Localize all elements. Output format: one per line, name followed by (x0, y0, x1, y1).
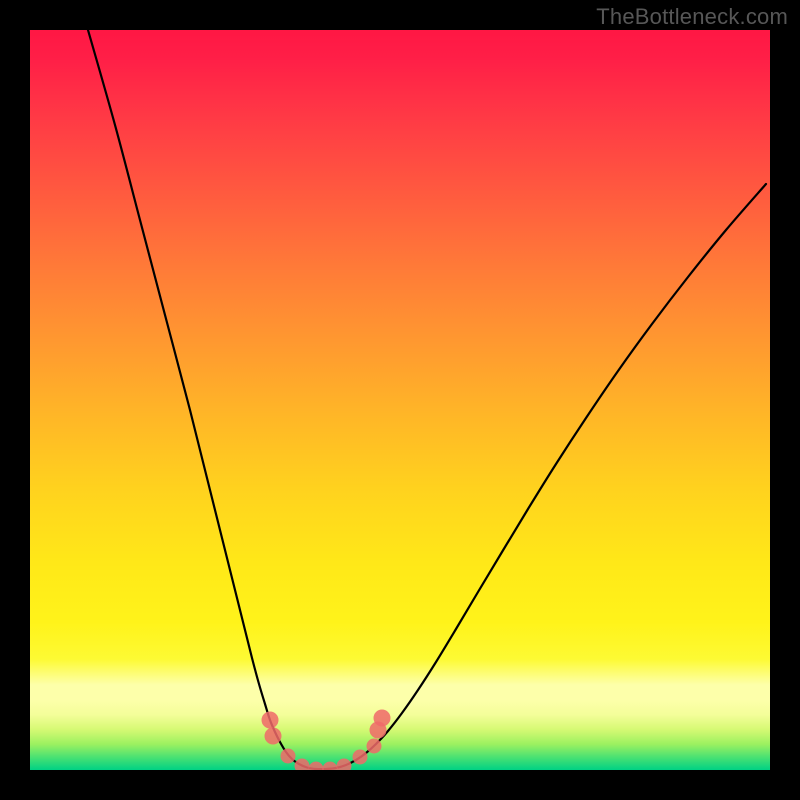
bottleneck-curve (88, 30, 766, 769)
plot-area (30, 30, 770, 770)
curve-marker (353, 750, 367, 764)
curve-markers (262, 710, 390, 770)
curve-marker (295, 759, 309, 770)
curve-marker (262, 712, 278, 728)
curve-marker (281, 749, 295, 763)
watermark-text: TheBottleneck.com (596, 4, 788, 30)
curve-marker (323, 762, 337, 770)
curve-marker (309, 762, 323, 770)
curve-marker (337, 759, 351, 770)
curve-layer (30, 30, 770, 770)
curve-marker (265, 728, 281, 744)
curve-marker (367, 739, 381, 753)
curve-marker (374, 710, 390, 726)
chart-frame: TheBottleneck.com (0, 0, 800, 800)
